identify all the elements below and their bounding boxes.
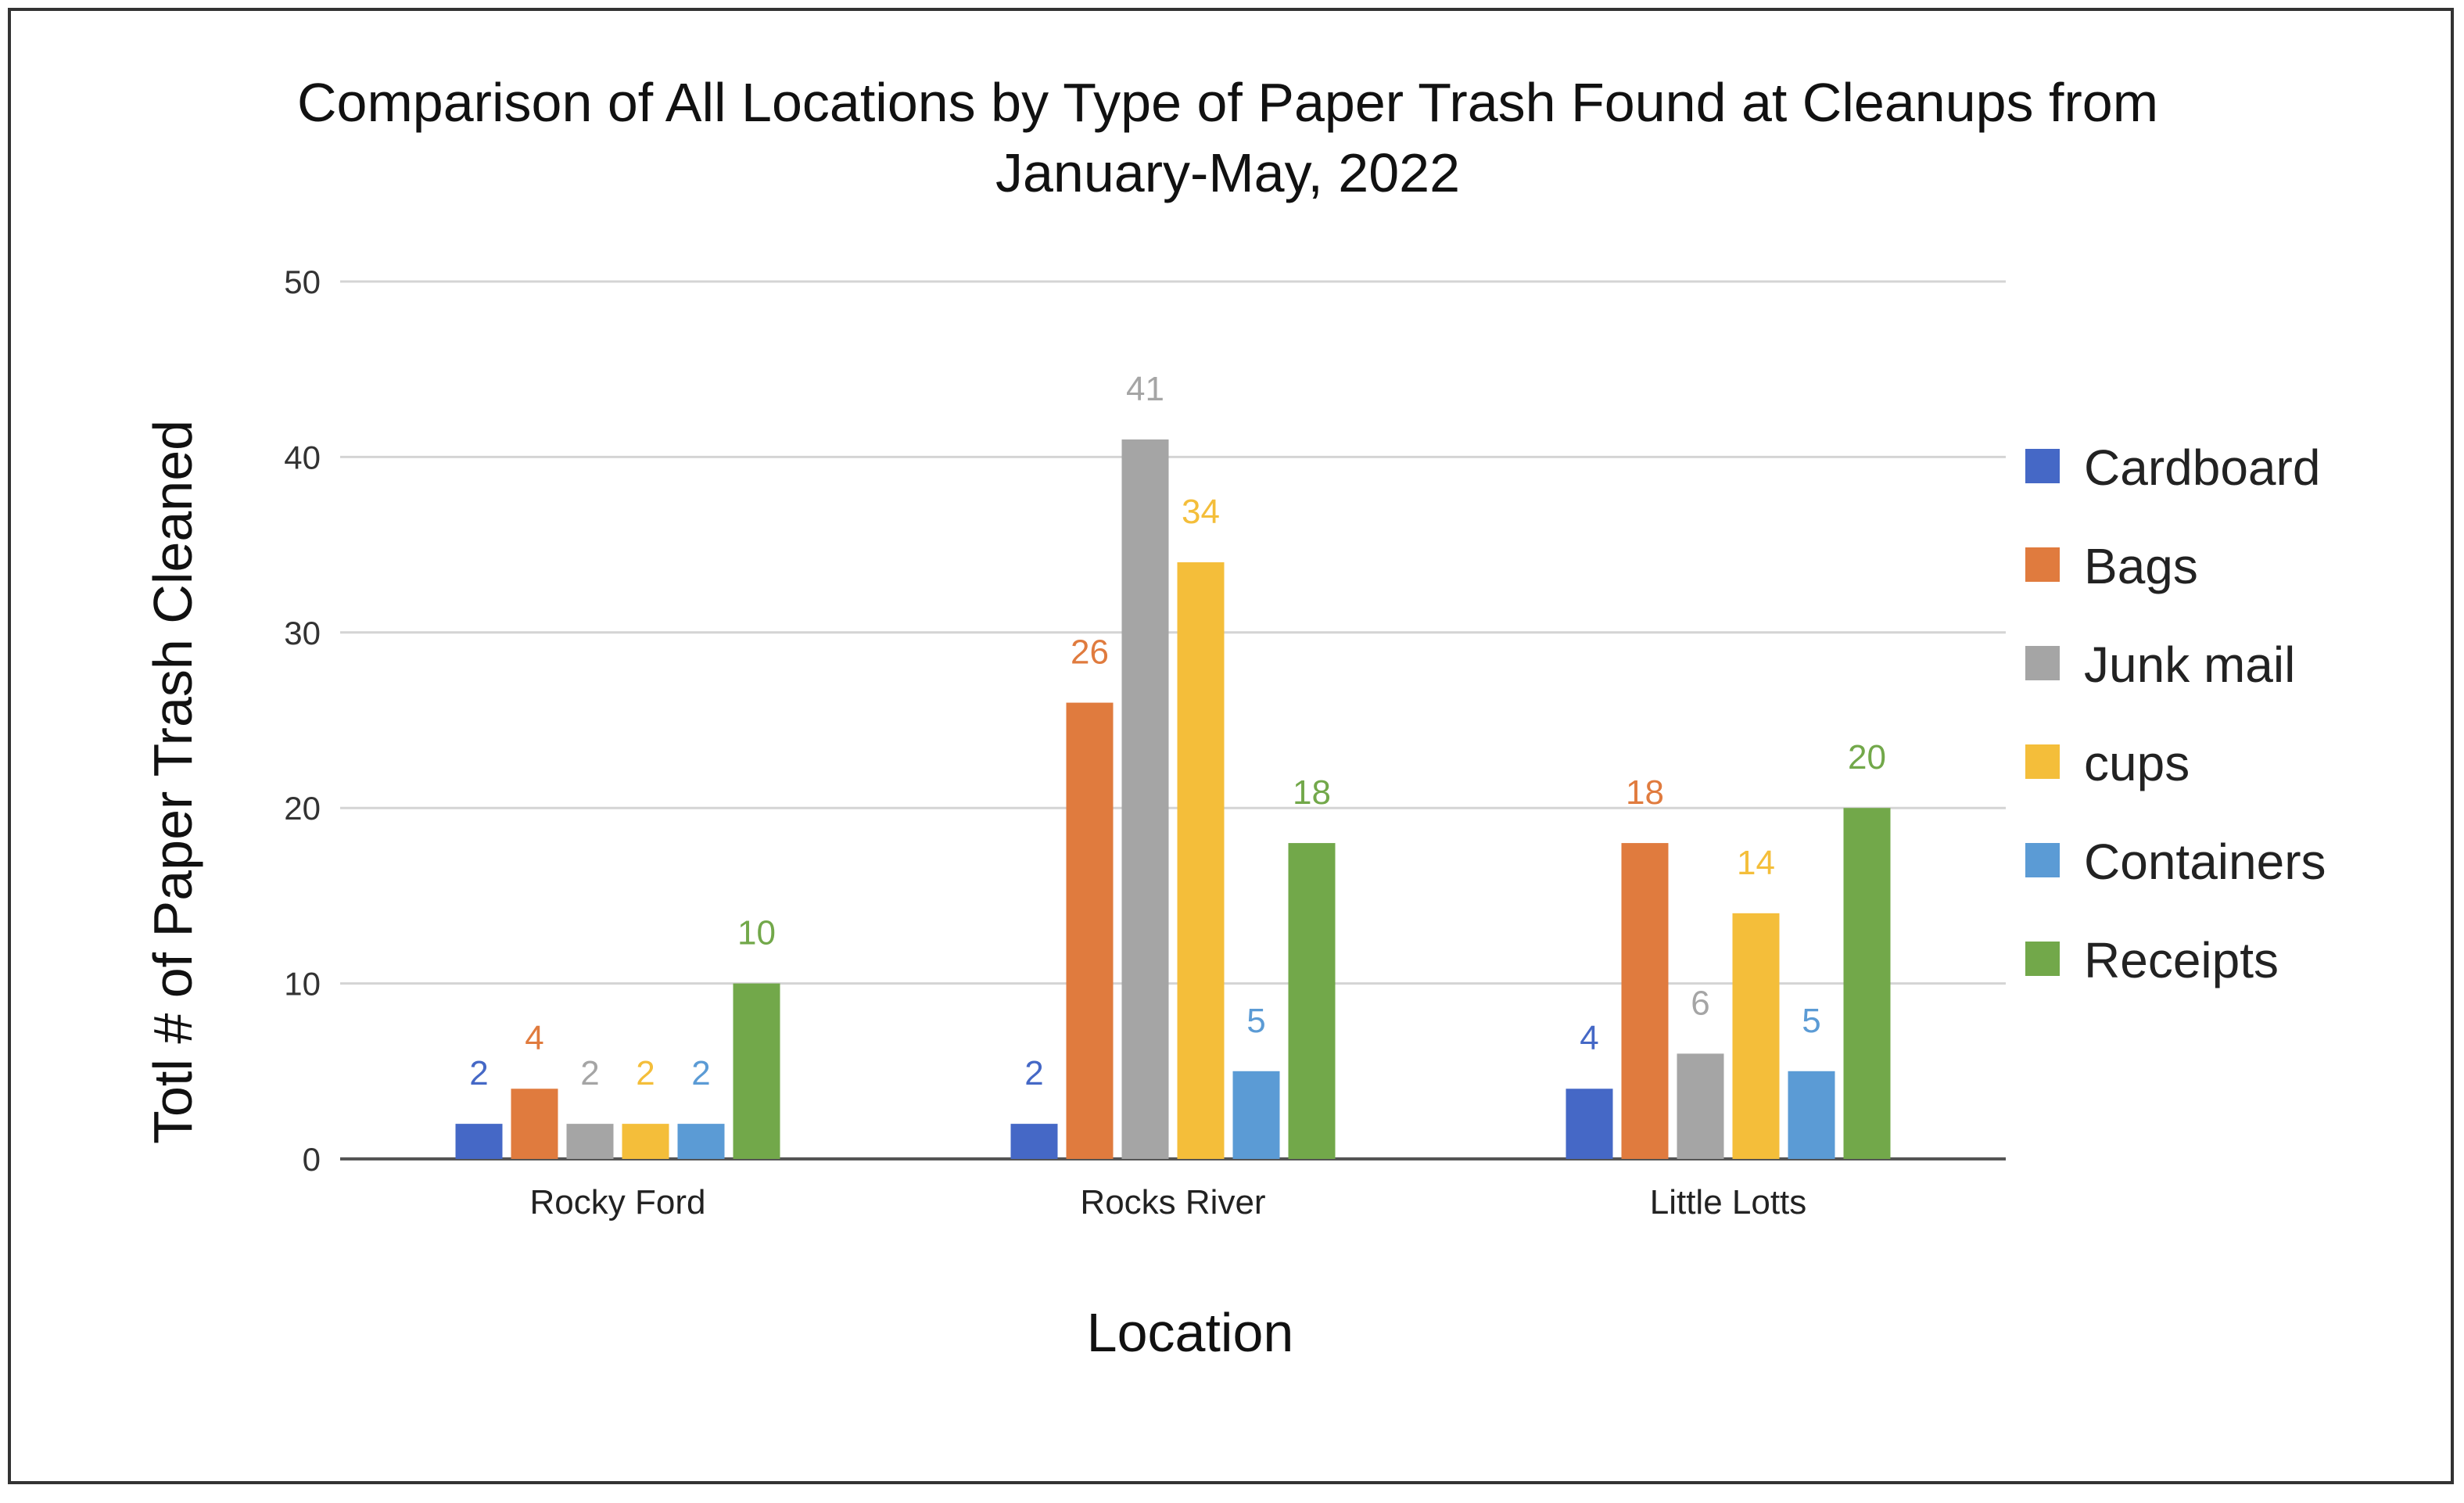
legend-swatch-0 — [2025, 449, 2060, 483]
data-label-2-2: 6 — [1691, 984, 1709, 1022]
data-label-2-0: 4 — [1580, 1019, 1598, 1057]
bars — [455, 439, 1891, 1159]
legend-label-4: Containers — [2084, 834, 2326, 890]
chart-title-line-2: January-May, 2022 — [995, 142, 1460, 203]
legend-swatch-2 — [2025, 646, 2060, 680]
legend: Cardboard Bags Junk mail cups Containers Rece… — [2025, 439, 2326, 988]
y-tick-label-1: 10 — [284, 966, 321, 1003]
legend-label-3: cups — [2084, 735, 2190, 791]
data-label-1-4: 5 — [1246, 1002, 1265, 1040]
data-label-0-2: 2 — [580, 1054, 599, 1092]
data-label-0-4: 2 — [691, 1054, 710, 1092]
legend-swatch-1 — [2025, 547, 2060, 582]
y-tick-label-3: 30 — [284, 615, 321, 651]
legend-swatch-5 — [2025, 942, 2060, 976]
bar-2-2 — [1677, 1053, 1724, 1159]
data-label-2-3: 14 — [1737, 844, 1775, 882]
bar-1-2 — [1121, 439, 1169, 1159]
y-tick-label-4: 40 — [284, 439, 321, 475]
data-label-1-1: 26 — [1071, 633, 1109, 672]
y-axis-title: Totl # of Paper Trash Cleaned — [142, 420, 203, 1144]
data-label-2-5: 20 — [1848, 738, 1886, 777]
legend-label-2: Junk mail — [2084, 637, 2295, 693]
category-label-1: Rocks River — [1080, 1183, 1265, 1221]
bar-0-2 — [566, 1124, 614, 1159]
category-labels: Rocky Ford Rocks River Little Lotts — [530, 1183, 1807, 1221]
y-tick-label-5: 50 — [284, 264, 321, 300]
bar-2-0 — [1566, 1089, 1613, 1159]
bar-2-1 — [1621, 843, 1669, 1159]
data-label-2-4: 5 — [1802, 1002, 1820, 1040]
bar-0-1 — [511, 1089, 558, 1159]
legend-label-0: Cardboard — [2084, 439, 2320, 496]
bar-1-1 — [1066, 702, 1114, 1159]
data-label-0-0: 2 — [469, 1054, 488, 1092]
legend-label-1: Bags — [2084, 538, 2198, 594]
y-tick-labels: 0 10 20 30 40 50 — [284, 264, 321, 1178]
x-axis-title: Location — [1087, 1302, 1294, 1363]
bar-1-0 — [1010, 1124, 1058, 1159]
data-label-1-0: 2 — [1024, 1054, 1043, 1092]
bar-0-0 — [455, 1124, 503, 1159]
bar-2-5 — [1843, 808, 1891, 1159]
data-label-1-2: 41 — [1126, 370, 1164, 408]
y-tick-label-0: 0 — [303, 1141, 321, 1178]
category-label-0: Rocky Ford — [530, 1183, 706, 1221]
data-label-1-5: 18 — [1293, 773, 1331, 812]
gridlines — [340, 280, 2006, 1160]
bar-1-4 — [1232, 1071, 1280, 1159]
y-tick-label-2: 20 — [284, 790, 321, 827]
bar-0-4 — [677, 1124, 725, 1159]
chart-title-line-1: Comparison of All Locations by Type of P… — [297, 72, 2158, 133]
legend-swatch-4 — [2025, 843, 2060, 877]
bar-1-3 — [1177, 562, 1225, 1159]
legend-swatch-3 — [2025, 744, 2060, 779]
data-label-0-1: 4 — [525, 1019, 543, 1057]
bar-0-5 — [733, 983, 780, 1159]
data-label-2-1: 18 — [1626, 773, 1664, 812]
bar-2-4 — [1788, 1071, 1835, 1159]
legend-label-5: Receipts — [2084, 932, 2279, 988]
data-label-0-5: 10 — [737, 914, 776, 952]
category-label-2: Little Lotts — [1650, 1183, 1807, 1221]
data-label-1-3: 34 — [1182, 493, 1220, 531]
data-label-0-3: 2 — [636, 1054, 655, 1092]
bar-0-3 — [622, 1124, 669, 1159]
bar-2-3 — [1732, 913, 1780, 1159]
bar-1-5 — [1288, 843, 1336, 1159]
